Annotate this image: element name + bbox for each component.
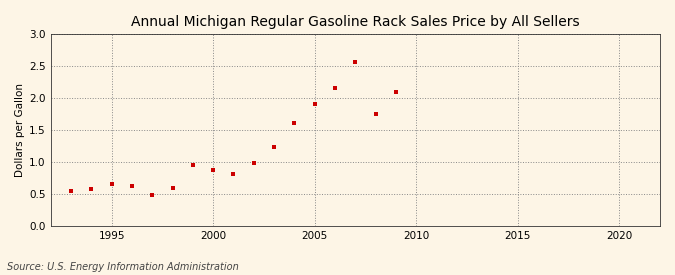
Title: Annual Michigan Regular Gasoline Rack Sales Price by All Sellers: Annual Michigan Regular Gasoline Rack Sa…: [131, 15, 580, 29]
Point: [391, 90, 402, 94]
Point: [248, 161, 259, 165]
Point: [371, 112, 381, 116]
Point: [329, 86, 340, 90]
Point: [86, 187, 97, 192]
Point: [350, 60, 360, 64]
Point: [65, 189, 76, 193]
Text: Source: U.S. Energy Information Administration: Source: U.S. Energy Information Administ…: [7, 262, 238, 272]
Point: [106, 182, 117, 186]
Point: [289, 121, 300, 125]
Point: [309, 102, 320, 106]
Point: [167, 186, 178, 190]
Y-axis label: Dollars per Gallon: Dollars per Gallon: [15, 83, 25, 177]
Point: [208, 168, 219, 172]
Point: [188, 163, 198, 167]
Point: [228, 172, 239, 176]
Point: [146, 192, 157, 197]
Point: [126, 184, 137, 188]
Point: [269, 145, 279, 149]
